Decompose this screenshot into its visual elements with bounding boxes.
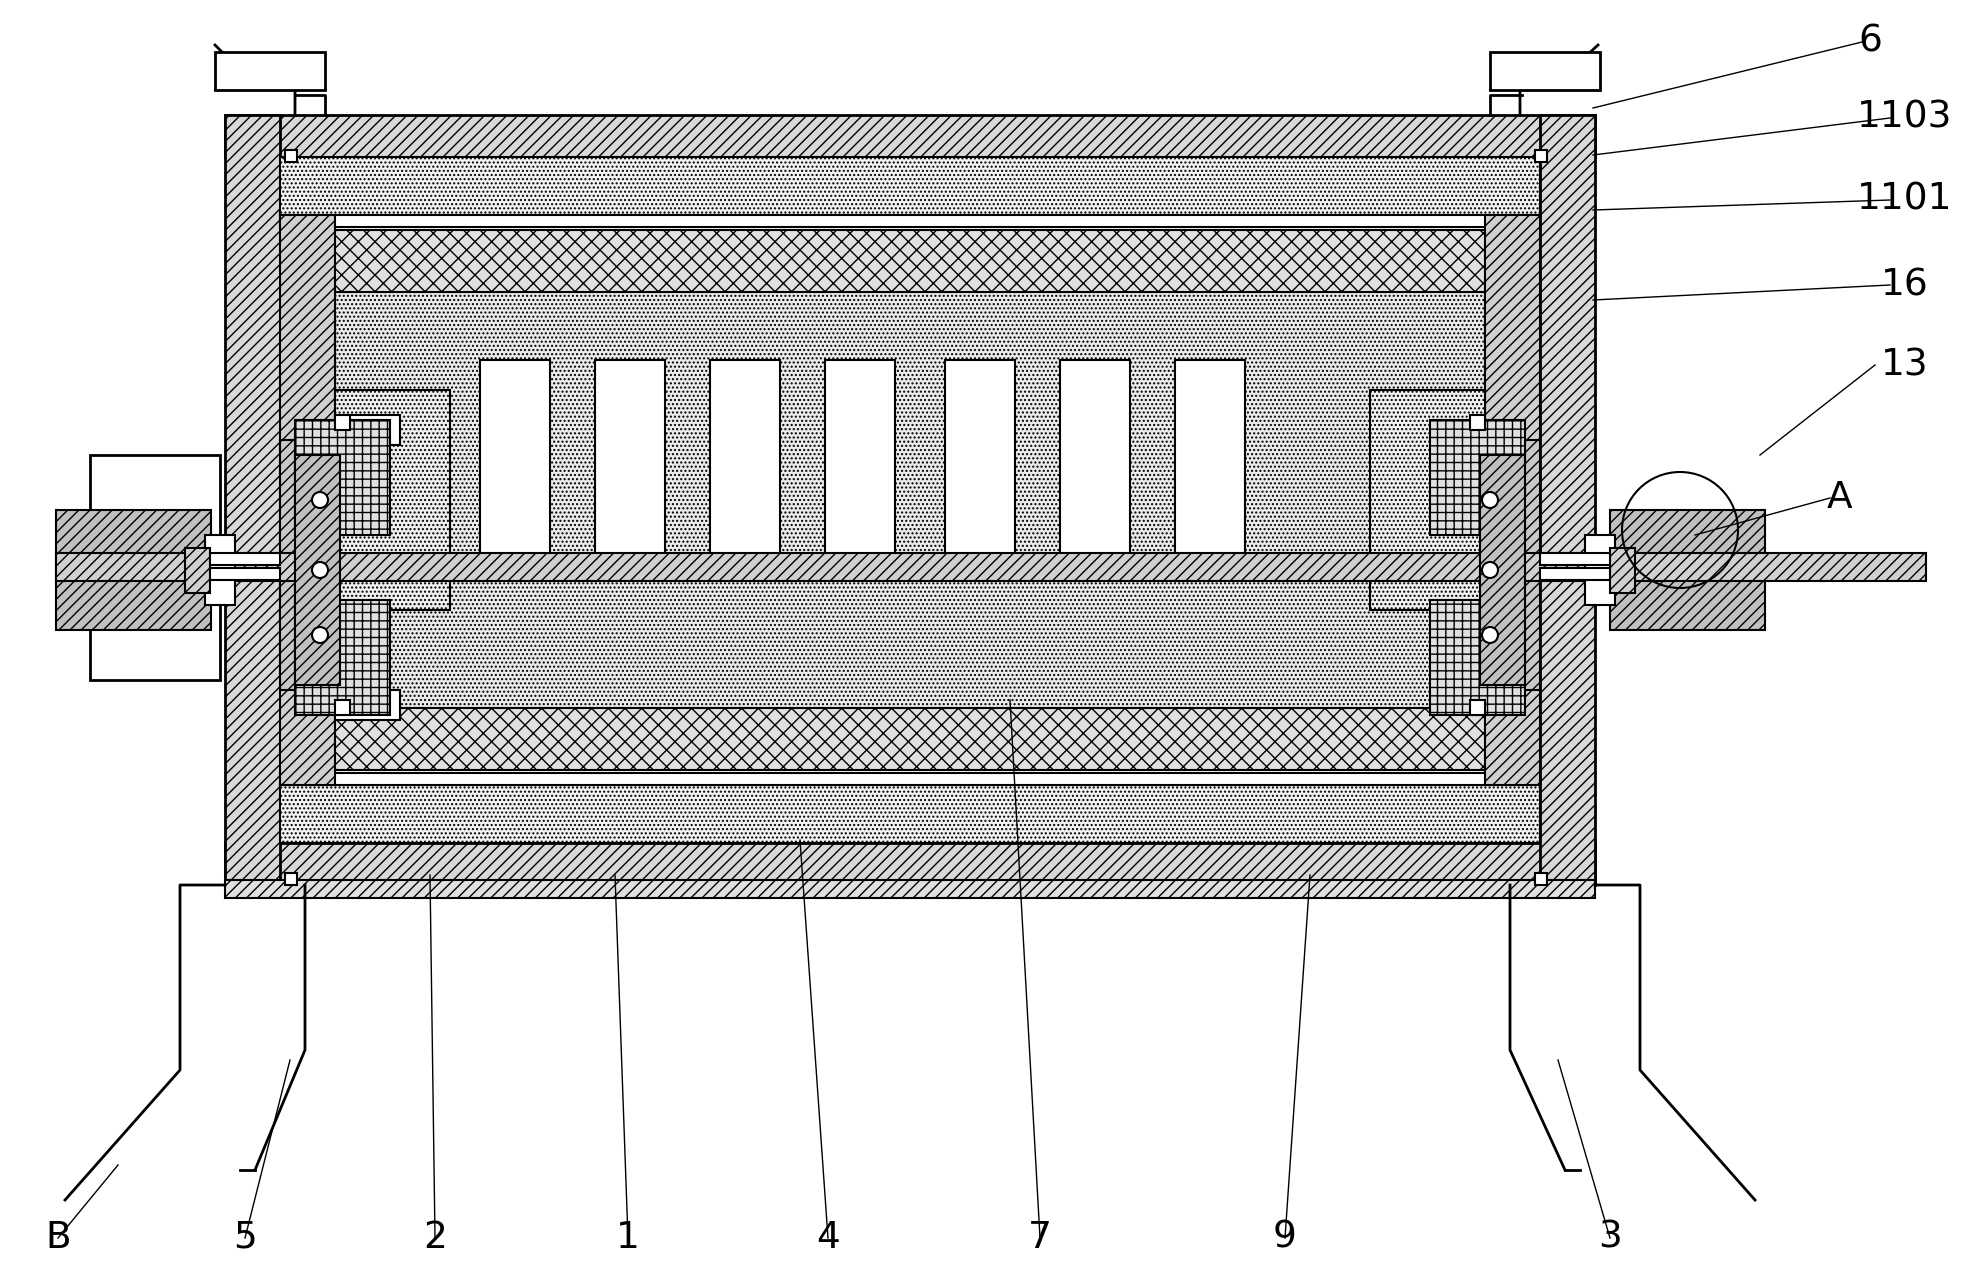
Bar xyxy=(335,390,449,610)
Bar xyxy=(204,535,236,605)
Bar xyxy=(210,568,279,579)
Bar xyxy=(335,689,400,720)
Bar xyxy=(1538,115,1594,885)
Bar xyxy=(279,785,1538,843)
Circle shape xyxy=(311,561,329,578)
Bar xyxy=(335,414,400,445)
Bar xyxy=(1430,420,1525,535)
Bar xyxy=(1485,215,1538,785)
Bar xyxy=(210,553,279,565)
Circle shape xyxy=(311,492,329,508)
Bar xyxy=(824,359,895,576)
Bar xyxy=(709,359,780,576)
Bar xyxy=(309,230,1509,292)
Text: B: B xyxy=(46,1220,71,1256)
Bar xyxy=(285,150,297,162)
Bar xyxy=(226,880,1594,898)
Bar xyxy=(335,414,350,430)
Bar xyxy=(1534,874,1546,885)
Text: 3: 3 xyxy=(1598,1220,1622,1256)
Bar xyxy=(1174,359,1243,576)
Text: 9: 9 xyxy=(1273,1220,1297,1256)
Bar xyxy=(226,115,1594,157)
Text: 2: 2 xyxy=(424,1220,447,1256)
Bar xyxy=(1610,547,1633,593)
Text: 1: 1 xyxy=(616,1220,640,1256)
Text: 7: 7 xyxy=(1028,1220,1051,1256)
Bar xyxy=(1485,440,1538,689)
Bar xyxy=(1479,455,1525,686)
Bar xyxy=(295,600,390,715)
Bar xyxy=(285,874,297,885)
Text: 5: 5 xyxy=(234,1220,257,1256)
Bar xyxy=(279,440,335,689)
Text: 1101: 1101 xyxy=(1857,182,1952,217)
Bar xyxy=(1430,600,1525,715)
Bar xyxy=(226,843,1594,885)
Bar xyxy=(1538,568,1610,579)
Bar xyxy=(1469,414,1485,430)
Text: 6: 6 xyxy=(1857,24,1881,60)
Text: 16: 16 xyxy=(1881,267,1929,303)
Bar xyxy=(1370,390,1485,610)
Circle shape xyxy=(1481,627,1497,643)
Text: 1103: 1103 xyxy=(1857,100,1952,136)
Text: 4: 4 xyxy=(816,1220,840,1256)
Bar xyxy=(1584,535,1614,605)
Bar xyxy=(279,215,1538,226)
Bar xyxy=(335,292,1485,709)
Bar xyxy=(295,455,341,686)
Circle shape xyxy=(1481,492,1497,508)
Bar xyxy=(1538,553,1610,565)
Bar xyxy=(279,157,1538,215)
Bar xyxy=(216,52,325,90)
Bar xyxy=(479,359,550,576)
Bar xyxy=(335,700,350,715)
Bar xyxy=(309,709,1509,770)
Circle shape xyxy=(1481,561,1497,578)
Text: A: A xyxy=(1826,480,1851,515)
Bar xyxy=(295,420,390,535)
Bar xyxy=(226,115,279,885)
Bar xyxy=(89,455,220,680)
Bar xyxy=(1610,510,1764,631)
Bar xyxy=(55,553,1925,581)
Bar xyxy=(279,215,335,785)
Bar xyxy=(1469,700,1485,715)
Text: 13: 13 xyxy=(1881,347,1929,382)
Bar xyxy=(1534,150,1546,162)
Bar xyxy=(184,547,210,593)
Bar xyxy=(944,359,1014,576)
Bar xyxy=(279,773,1538,785)
Bar xyxy=(1059,359,1129,576)
Bar xyxy=(55,510,212,631)
Bar xyxy=(1489,52,1600,90)
Circle shape xyxy=(311,627,329,643)
Bar xyxy=(594,359,665,576)
